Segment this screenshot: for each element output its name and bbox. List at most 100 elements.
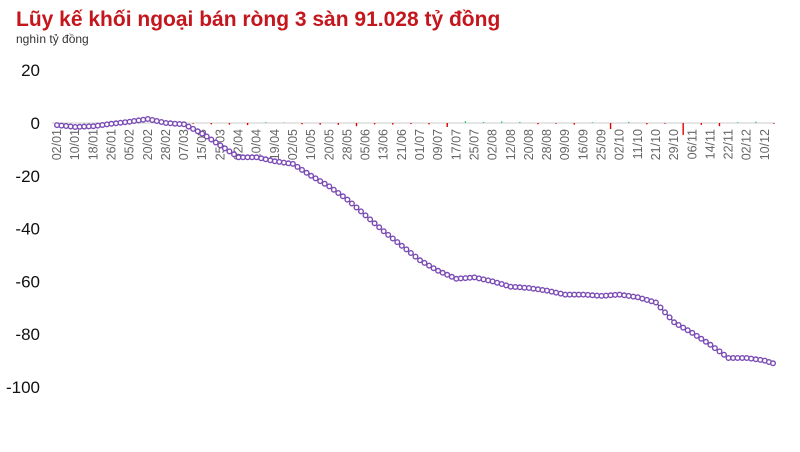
- cumulative-point: [303, 169, 310, 176]
- cumulative-point: [212, 139, 219, 146]
- x-tick-label: 20/02: [141, 129, 155, 160]
- x-tick-label: 18/01: [86, 129, 100, 160]
- cumulative-point: [680, 324, 687, 331]
- x-tick-label: 22/11: [722, 129, 736, 159]
- cumulative-point: [190, 125, 197, 132]
- cumulative-point: [639, 295, 646, 302]
- cumulative-point: [253, 154, 260, 161]
- cumulative-point: [131, 117, 138, 124]
- daily-net-bar: [246, 123, 249, 126]
- cumulative-point: [358, 208, 365, 215]
- cumulative-point: [294, 163, 301, 170]
- cumulative-point: [516, 284, 523, 291]
- x-tick-label: 02/05: [286, 129, 300, 160]
- x-tick-label: 14/11: [703, 129, 717, 159]
- cumulative-point: [702, 338, 709, 345]
- daily-net-bar: [609, 123, 612, 130]
- x-tick-label: 10/04: [250, 129, 264, 160]
- daily-net-bar: [265, 122, 267, 123]
- daily-net-bar: [410, 123, 412, 125]
- daily-net-bar: [773, 123, 775, 124]
- cumulative-point: [117, 119, 124, 126]
- cumulative-point: [444, 271, 451, 278]
- daily-net-bar: [591, 122, 594, 123]
- cumulative-point: [684, 327, 691, 334]
- cumulative-point: [417, 257, 424, 264]
- cumulative-point: [208, 136, 215, 143]
- cumulative-point: [230, 151, 237, 158]
- x-tick-label: 02/12: [740, 129, 754, 160]
- x-tick-label: 13/06: [377, 129, 391, 160]
- cumulative-point: [203, 133, 210, 140]
- cumulative-point: [421, 259, 428, 266]
- cumulative-point: [348, 200, 355, 207]
- cumulative-point: [625, 292, 632, 299]
- daily-net-bar: [319, 123, 321, 125]
- cumulative-point: [711, 345, 718, 352]
- x-tick-label: 06/11: [685, 129, 699, 159]
- cumulative-point: [430, 265, 437, 272]
- y-tick-label: -20: [15, 167, 40, 186]
- cumulative-point: [553, 289, 560, 296]
- cumulative-point: [435, 267, 442, 274]
- cumulative-point: [494, 279, 501, 286]
- y-axis-unit-label: nghìn tỷ đồng: [16, 32, 89, 46]
- cumulative-point: [666, 314, 673, 321]
- daily-net-bar: [500, 121, 503, 123]
- cumulative-point: [398, 242, 405, 249]
- x-tick-label: 26/01: [104, 129, 118, 160]
- cumulative-point: [662, 309, 669, 316]
- cumulative-point: [371, 220, 378, 227]
- y-tick-label: 20: [21, 61, 40, 80]
- cumulative-point: [226, 148, 233, 155]
- cumulative-point: [167, 120, 174, 127]
- cumulative-point: [317, 178, 324, 185]
- cumulative-point: [339, 193, 346, 200]
- x-tick-label: 21/06: [395, 129, 409, 160]
- daily-net-bar: [555, 123, 557, 124]
- x-tick-label: 20/08: [522, 129, 536, 160]
- daily-net-bar: [718, 123, 721, 127]
- cumulative-point: [426, 262, 433, 269]
- cumulative-point: [153, 117, 160, 124]
- cumulative-point: [675, 322, 682, 329]
- cumulative-point: [312, 175, 319, 182]
- cumulative-point: [185, 123, 192, 130]
- x-tick-label: 09/07: [431, 129, 445, 160]
- daily-net-bar: [428, 123, 430, 125]
- cumulative-point: [321, 180, 328, 187]
- daily-net-bar: [392, 123, 394, 125]
- cumulative-point: [716, 348, 723, 355]
- x-tick-label: 16/09: [576, 129, 590, 160]
- y-tick-label: -40: [15, 220, 40, 239]
- cumulative-point: [276, 158, 283, 165]
- cumulative-point: [353, 204, 360, 211]
- cumulative-point: [530, 285, 537, 292]
- chart-title: Lũy kế khối ngoại bán ròng 3 sàn 91.028 …: [16, 8, 501, 31]
- daily-net-bar: [646, 123, 648, 125]
- cumulative-point: [326, 183, 333, 190]
- cumulative-point: [507, 283, 514, 290]
- cumulative-point: [385, 231, 392, 238]
- cumulative-point: [262, 156, 269, 163]
- x-tick-label: 25/07: [467, 129, 481, 160]
- daily-net-bar: [210, 123, 212, 125]
- cumulative-point: [194, 128, 201, 135]
- cumulative-point: [330, 186, 337, 193]
- daily-net-bar: [573, 123, 575, 125]
- y-tick-label: -60: [15, 272, 40, 291]
- x-tick-label: 09/09: [558, 129, 572, 160]
- cumulative-point: [616, 291, 623, 298]
- cumulative-point: [380, 228, 387, 235]
- x-tick-label: 10/12: [758, 129, 772, 160]
- x-tick-label: 29/10: [667, 129, 681, 160]
- cumulative-point: [652, 299, 659, 306]
- cumulative-point: [335, 189, 342, 196]
- cumulative-point: [412, 253, 419, 260]
- cumulative-point: [770, 360, 777, 367]
- daily-net-bar: [446, 123, 448, 127]
- x-tick-label: 01/07: [413, 129, 427, 160]
- y-tick-label: -80: [15, 325, 40, 344]
- x-tick-label: 07/03: [177, 129, 191, 160]
